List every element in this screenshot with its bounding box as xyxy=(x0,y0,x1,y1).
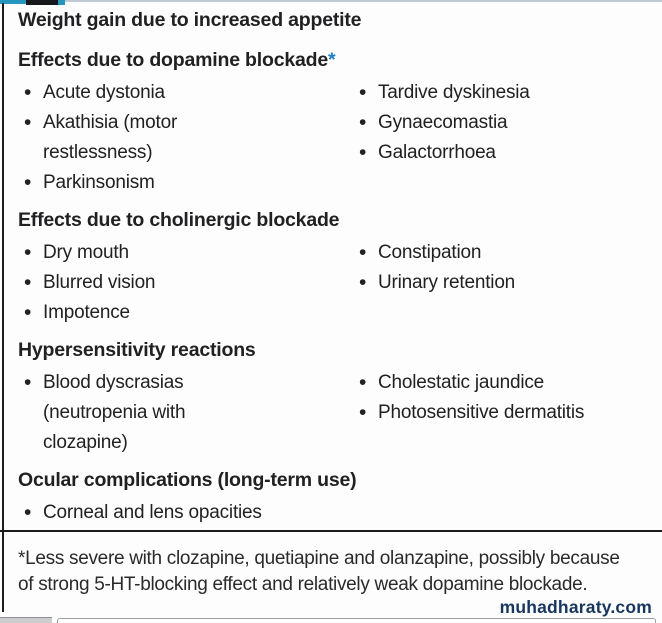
list-item-text: Akathisia (motor restlessness) xyxy=(43,112,178,163)
list-item: Blood dyscrasias (neutropenia with cloza… xyxy=(18,368,248,458)
top-edge-decoration xyxy=(0,0,662,6)
top-border-line xyxy=(0,0,662,2)
section-heading: Effects due to dopamine blockade* xyxy=(18,48,662,72)
bullet-list-right: Cholestatic jaundice Photosensitive derm… xyxy=(353,368,662,458)
list-item-text: Tardive dyskinesia xyxy=(378,82,530,103)
teal-accent-bar xyxy=(0,0,28,4)
table-left-border xyxy=(2,3,4,612)
bullet-list-left: Dry mouth Blurred vision Impotence xyxy=(18,238,353,328)
list-item-text: Cholestatic jaundice xyxy=(378,372,545,393)
list-item: Urinary retention xyxy=(353,268,653,298)
footnote-reference-asterisk: * xyxy=(328,49,336,71)
list-item: Photosensitive dermatitis xyxy=(353,398,653,428)
table-footnote: *Less severe with clozapine, quetiapine … xyxy=(18,548,620,595)
list-item: Dry mouth xyxy=(18,238,248,268)
bottom-edge-decoration xyxy=(0,617,662,623)
section-heading: Ocular complications (long-term use) xyxy=(18,469,357,491)
list-item-text: Constipation xyxy=(378,242,482,263)
list-item-text: Acute dystonia xyxy=(43,82,165,103)
footnote-divider-line xyxy=(0,530,662,532)
section-dopamine-blockade: Effects due to dopamine blockade* Acute … xyxy=(18,48,662,198)
teal-accent-square xyxy=(58,0,65,5)
black-accent-bar xyxy=(26,0,58,5)
two-column-list: Dry mouth Blurred vision Impotence Const… xyxy=(18,238,662,328)
table-content: Weight gain due to increased appetite Ef… xyxy=(0,0,662,598)
list-item-text: Parkinsonism xyxy=(43,172,155,193)
list-item: Impotence xyxy=(18,298,248,328)
bottom-gray-segment xyxy=(0,617,52,623)
list-item: Cholestatic jaundice xyxy=(353,368,653,398)
list-item: Tardive dyskinesia xyxy=(353,78,653,108)
list-item: Parkinsonism xyxy=(18,168,248,198)
section-heading: Hypersensitivity reactions xyxy=(18,339,256,361)
list-item: Gynaecomastia xyxy=(353,108,653,138)
watermark-link[interactable]: muhadharaty.com xyxy=(499,597,652,617)
two-column-list: Blood dyscrasias (neutropenia with cloza… xyxy=(18,368,662,458)
list-item-text: Impotence xyxy=(43,302,130,323)
section-ocular-complications: Ocular complications (long-term use) Cor… xyxy=(18,468,662,528)
list-item-text: Galactorrhoea xyxy=(378,142,496,163)
list-item: Akathisia (motor restlessness) xyxy=(18,108,248,168)
two-column-list: Acute dystonia Akathisia (motor restless… xyxy=(18,78,662,198)
bullet-list-right: Tardive dyskinesia Gynaecomastia Galacto… xyxy=(353,78,662,198)
bullet-list-left: Acute dystonia Akathisia (motor restless… xyxy=(18,78,353,198)
list-item-text: Photosensitive dermatitis xyxy=(378,402,585,423)
bullet-list-left: Blood dyscrasias (neutropenia with cloza… xyxy=(18,368,353,458)
list-item-text: Urinary retention xyxy=(378,272,516,293)
bottom-field-edge xyxy=(57,618,656,623)
section-hypersensitivity: Hypersensitivity reactions Blood dyscras… xyxy=(18,338,662,458)
list-item: Constipation xyxy=(353,238,653,268)
list-item-text: Corneal and lens opacities xyxy=(43,502,262,523)
section-cholinergic-blockade: Effects due to cholinergic blockade Dry … xyxy=(18,208,662,328)
section-heading-text: Effects due to dopamine blockade xyxy=(18,49,328,71)
bullet-list-right: Constipation Urinary retention xyxy=(353,238,662,328)
list-item: Corneal and lens opacities xyxy=(18,498,418,528)
section-heading: Effects due to cholinergic blockade xyxy=(18,209,340,231)
list-item-text: Gynaecomastia xyxy=(378,112,508,133)
list-item-text: Blood dyscrasias (neutropenia with cloza… xyxy=(43,372,186,453)
table-row-heading: Weight gain due to increased appetite xyxy=(18,9,362,31)
list-item: Blurred vision xyxy=(18,268,248,298)
list-item-text: Blurred vision xyxy=(43,272,156,293)
list-item: Galactorrhoea xyxy=(353,138,653,168)
list-item: Acute dystonia xyxy=(18,78,248,108)
bullet-list-left: Corneal and lens opacities xyxy=(18,498,662,528)
list-item-text: Dry mouth xyxy=(43,242,129,263)
